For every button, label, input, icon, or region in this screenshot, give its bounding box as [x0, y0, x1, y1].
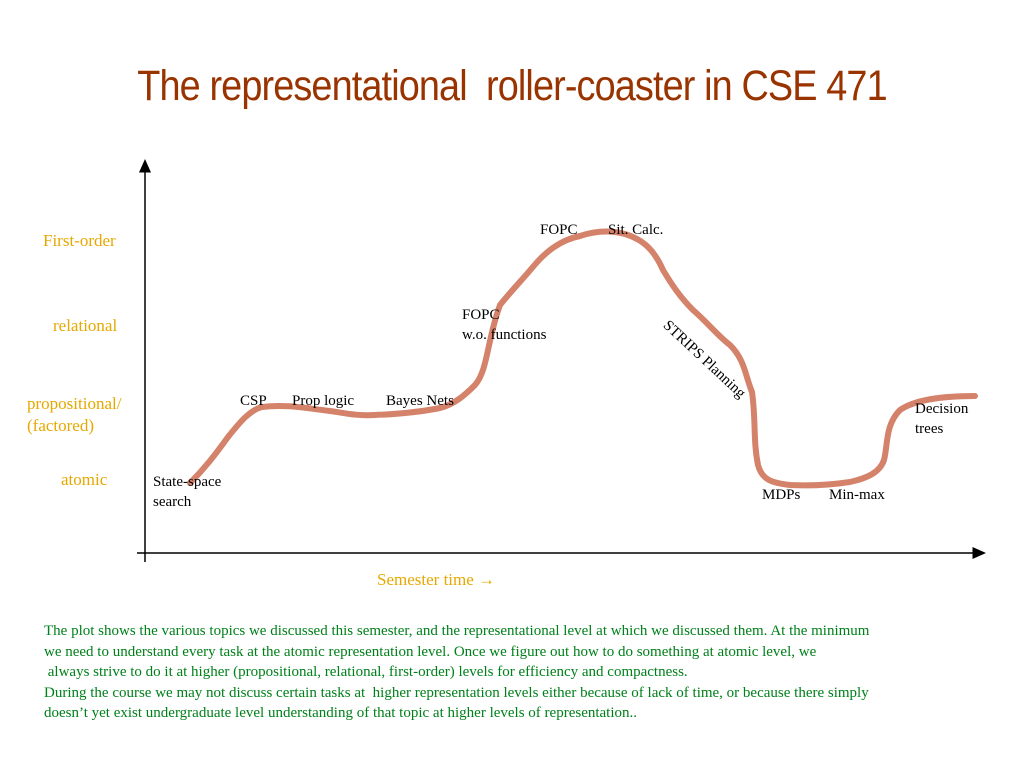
topic-prop-logic: Prop logic — [292, 393, 355, 409]
x-axis-label: Semester time → — [377, 570, 496, 589]
level-first-order: First-order — [43, 231, 116, 250]
topic-state-space-search: State-space search — [153, 472, 221, 512]
topic-sit-calc: Sit. Calc. — [608, 222, 664, 238]
topic-fopc-wo-line2: w.o. functions — [462, 327, 547, 343]
topic-state-space-line1: State-space — [153, 474, 222, 490]
level-atomic: atomic — [61, 470, 108, 489]
caption-line-4: During the course we may not discuss cer… — [44, 684, 869, 701]
caption-text: The plot shows the various topics we dis… — [44, 621, 1004, 724]
topic-decision-trees: Decision trees — [915, 399, 968, 439]
level-relational: relational — [53, 316, 118, 335]
topic-min-max: Min-max — [829, 487, 885, 503]
level-propositional: propositional/ (factored) — [27, 393, 121, 437]
topic-mdps: MDPs — [762, 487, 801, 503]
roller-coaster-curve — [187, 228, 978, 489]
caption-line-3: always strive to do it at higher (propos… — [44, 664, 688, 680]
topic-decision-line1: Decision — [915, 401, 969, 417]
caption-line-5: doesn’t yet exist undergraduate level un… — [44, 705, 638, 721]
level-propositional-line2: (factored) — [27, 416, 95, 435]
topic-bayes-nets: Bayes Nets — [386, 393, 454, 409]
topic-fopc: FOPC — [540, 222, 578, 238]
topic-fopc-wo-line1: FOPC — [462, 307, 500, 323]
caption-line-1: The plot shows the various topics we dis… — [44, 623, 870, 639]
slide-title: The representational roller-coaster in C… — [137, 62, 887, 110]
caption-line-2: we need to understand every task at the … — [44, 643, 817, 660]
topic-csp: CSP — [240, 393, 267, 409]
topic-state-space-line2: search — [153, 494, 192, 510]
topic-fopc-wo-functions: FOPC w.o. functions — [462, 305, 546, 345]
topic-decision-line2: trees — [915, 421, 944, 437]
level-propositional-line1: propositional/ — [27, 394, 122, 413]
